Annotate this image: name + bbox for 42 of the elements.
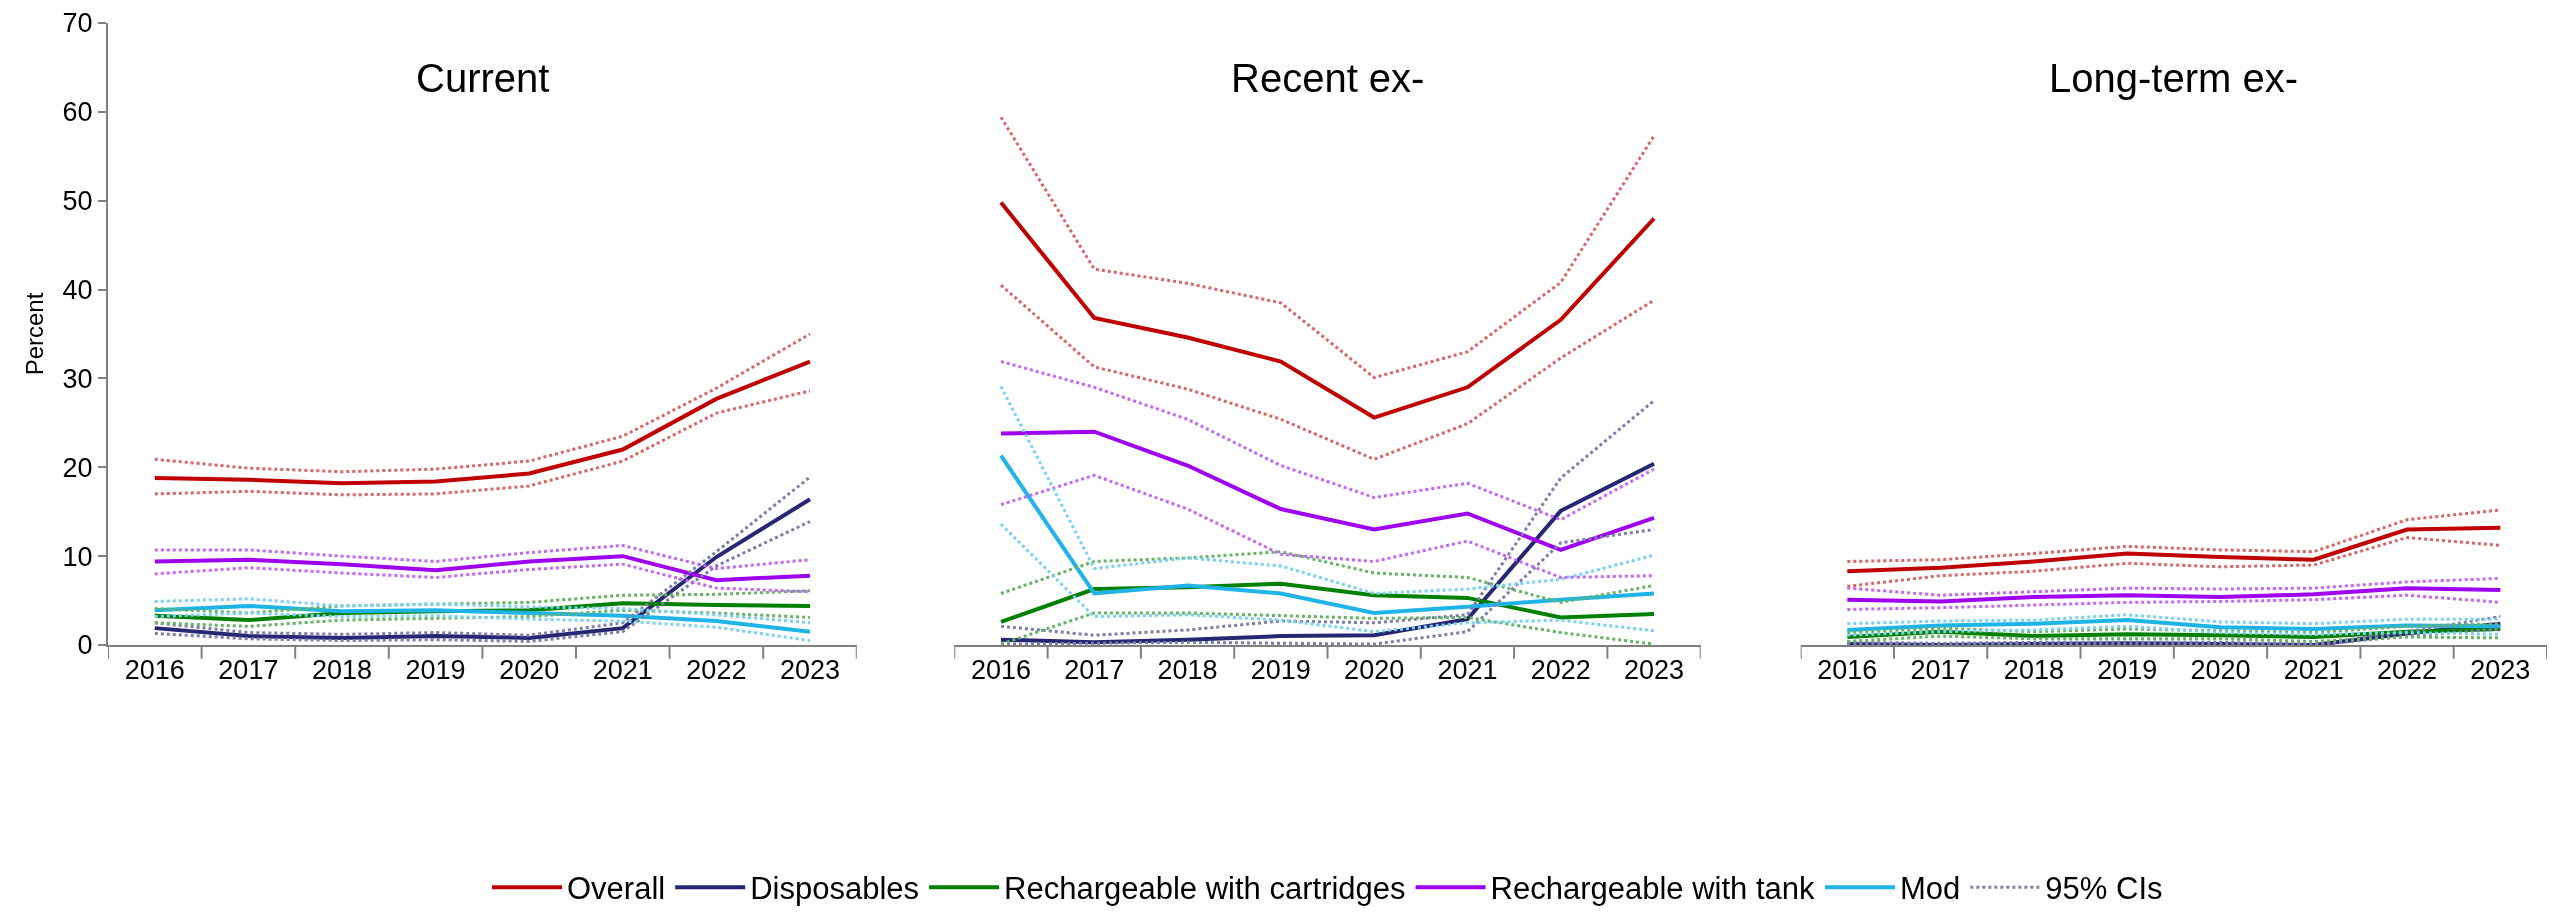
legend-label: Overall xyxy=(567,871,666,907)
x-tick-label: 2020 xyxy=(1344,655,1405,686)
x-tick-label: 2023 xyxy=(779,655,841,686)
x-tick-label: 2017 xyxy=(1910,655,1971,686)
text: Long-term ex- xyxy=(2049,56,2298,100)
x-tick-label: 2022 xyxy=(2377,655,2438,686)
legend-label: Rechargeable with cartridges xyxy=(1004,871,1406,907)
x-tick-label: 2019 xyxy=(2097,655,2158,686)
x-tick-label: 2021 xyxy=(2283,655,2344,686)
x-tick-label: 2020 xyxy=(499,655,560,686)
legend-label: Disposables xyxy=(750,871,920,907)
y-axis-title: Percent xyxy=(21,292,49,376)
x-tick-label: 2023 xyxy=(2470,655,2531,686)
x-tick-label: 2018 xyxy=(311,655,373,686)
y-tick-label: 70 xyxy=(62,8,93,39)
y-tick-label: 50 xyxy=(62,186,93,217)
y-tick-label: 0 xyxy=(77,630,93,661)
x-tick-label: 2016 xyxy=(124,655,185,686)
y-tick-label: 40 xyxy=(62,275,93,306)
y-tick-label: 60 xyxy=(62,97,93,128)
x-tick-label: 2023 xyxy=(1623,655,1685,686)
y-tick-label: 20 xyxy=(62,452,93,483)
x-tick-label: 2018 xyxy=(2003,655,2064,686)
legend-label: Mod xyxy=(1900,871,1961,907)
text: Recent ex- xyxy=(1231,56,1425,100)
x-tick-label: 2020 xyxy=(2190,655,2251,686)
x-tick-label: 2016 xyxy=(970,655,1032,686)
x-tick-label: 2022 xyxy=(1530,655,1591,686)
x-tick-label: 2019 xyxy=(1250,655,1311,686)
x-tick-label: 2021 xyxy=(592,655,653,686)
text: 95% CIs xyxy=(2045,871,2163,907)
legend-label: Rechargeable with tank xyxy=(1490,871,1816,907)
x-tick-label: 2019 xyxy=(405,655,466,686)
x-tick-label: 2021 xyxy=(1437,655,1498,686)
y-tick-label: 10 xyxy=(62,541,93,572)
text: Current xyxy=(416,56,550,100)
x-tick-label: 2017 xyxy=(218,655,279,686)
x-tick-label: 2018 xyxy=(1157,655,1218,686)
x-tick-label: 2017 xyxy=(1064,655,1125,686)
x-tick-label: 2016 xyxy=(1817,655,1878,686)
x-tick-label: 2022 xyxy=(686,655,747,686)
y-tick-label: 30 xyxy=(62,363,93,394)
